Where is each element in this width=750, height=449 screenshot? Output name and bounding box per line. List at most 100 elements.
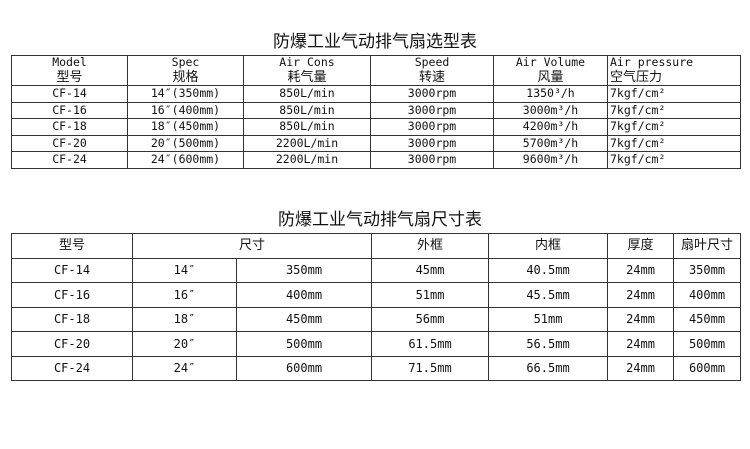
table-cell: 51mm bbox=[488, 306, 609, 332]
table-cell: 450mm bbox=[235, 306, 373, 332]
table-cell: 7kgf/cm² bbox=[607, 151, 741, 169]
table-cell: 3000rpm bbox=[370, 85, 494, 103]
table-cell: CF-18 bbox=[11, 306, 133, 332]
table-cell: 66.5mm bbox=[488, 355, 609, 381]
column-header: 空气压力 bbox=[607, 69, 741, 86]
header-row: Model Spec Air Cons Speed Air Volume Air pres… bbox=[11, 55, 741, 69]
table-cell: 850L/min bbox=[243, 101, 371, 119]
table-cell: CF-20 bbox=[11, 134, 128, 152]
table-cell: 45.5mm bbox=[488, 282, 609, 308]
column-header: Air Cons bbox=[243, 55, 371, 69]
table-cell: 850L/min bbox=[243, 118, 371, 136]
size-table: 型号 尺寸 外框 内框 厚度 扇叶尺寸 CF-14 14″ 350mm 45mm 40.5mm 24m… bbox=[11, 233, 742, 381]
column-header: 外框 bbox=[371, 233, 490, 259]
table-cell: 1350³/h bbox=[493, 85, 608, 103]
table-cell: 3000rpm bbox=[370, 151, 494, 169]
table-cell: 20″ bbox=[132, 331, 237, 357]
table-cell: CF-24 bbox=[11, 151, 128, 169]
header-row: 型号 尺寸 外框 内框 厚度 扇叶尺寸 bbox=[11, 233, 742, 259]
table-row: CF-16 16″ 400mm 51mm 45.5mm 24mm 400mm bbox=[11, 282, 742, 308]
table-cell: 16″(400mm) bbox=[127, 101, 244, 119]
table-cell: 5700m³/h bbox=[493, 134, 608, 152]
table-cell: 400mm bbox=[235, 282, 373, 308]
column-header: Spec bbox=[127, 55, 244, 69]
table-cell: 9600m³/h bbox=[493, 151, 608, 169]
table-cell: CF-20 bbox=[11, 331, 133, 357]
column-header: 尺寸 bbox=[131, 233, 373, 259]
column-header: 转速 bbox=[370, 69, 494, 86]
column-header: 耗气量 bbox=[243, 69, 371, 86]
table-row: CF-14 14″ 350mm 45mm 40.5mm 24mm 350mm bbox=[11, 257, 742, 283]
column-header: Speed bbox=[370, 55, 494, 69]
table-row: CF-16 16″(400mm) 850L/min 3000rpm 3000m³/h 7k… bbox=[11, 101, 741, 119]
table-cell: 24″(600mm) bbox=[127, 151, 244, 169]
table-cell: 3000rpm bbox=[370, 134, 494, 152]
table-cell: 24mm bbox=[607, 257, 675, 283]
table-cell: 61.5mm bbox=[371, 331, 490, 357]
table-cell: 3000rpm bbox=[370, 118, 494, 136]
table-cell: 2200L/min bbox=[243, 134, 371, 152]
table-row: CF-20 20″ 500mm 61.5mm 56.5mm 24mm 500mm bbox=[11, 331, 742, 357]
header-row: 型号 规格 耗气量 转速 风量 空气压力 bbox=[11, 69, 741, 86]
table-cell: 600mm bbox=[235, 355, 373, 381]
column-header: 风量 bbox=[493, 69, 608, 86]
table-cell: 600mm bbox=[673, 355, 742, 381]
table-cell: 40.5mm bbox=[488, 257, 609, 283]
column-header: 厚度 bbox=[607, 233, 675, 259]
table-row: CF-24 24″(600mm) 2200L/min 3000rpm 9600m³/h 7… bbox=[11, 151, 741, 169]
table-cell: 24mm bbox=[607, 331, 675, 357]
table-cell: 24″ bbox=[132, 355, 237, 381]
table-cell: 3000m³/h bbox=[493, 101, 608, 119]
table-cell: 18″(450mm) bbox=[127, 118, 244, 136]
table-cell: CF-18 bbox=[11, 118, 128, 136]
column-header: Air Volume bbox=[493, 55, 608, 69]
table-row: CF-18 18″(450mm) 850L/min 3000rpm 4200m³/h 7k… bbox=[11, 118, 741, 136]
column-header: Air pressure bbox=[607, 55, 741, 69]
size-table-title: 防爆工业气动排气扇尺寸表 bbox=[278, 210, 482, 230]
table-row: CF-20 20″(500mm) 2200L/min 3000rpm 5700m³/h 7… bbox=[11, 134, 741, 152]
column-header: 规格 bbox=[127, 69, 244, 86]
column-header: 型号 bbox=[11, 69, 128, 86]
table-cell: 16″ bbox=[132, 282, 237, 308]
column-header: 内框 bbox=[488, 233, 609, 259]
table-row: CF-24 24″ 600mm 71.5mm 66.5mm 24mm 600mm bbox=[11, 355, 742, 381]
table-cell: 500mm bbox=[235, 331, 373, 357]
table-cell: 56mm bbox=[371, 306, 490, 332]
table-row: CF-14 14″(350mm) 850L/min 3000rpm 1350³/h 7kg… bbox=[11, 85, 741, 103]
table-cell: CF-14 bbox=[11, 85, 128, 103]
table-cell: 45mm bbox=[371, 257, 490, 283]
table-cell: CF-14 bbox=[11, 257, 133, 283]
selection-table: Model Spec Air Cons Speed Air Volume Air pres… bbox=[11, 55, 741, 169]
selection-table-title: 防爆工业气动排气扇选型表 bbox=[273, 32, 477, 52]
table-cell: 7kgf/cm² bbox=[607, 85, 741, 103]
table-cell: 24mm bbox=[607, 306, 675, 332]
table-cell: 2200L/min bbox=[243, 151, 371, 169]
table-cell: 20″(500mm) bbox=[127, 134, 244, 152]
table-cell: 850L/min bbox=[243, 85, 371, 103]
table-cell: 350mm bbox=[673, 257, 742, 283]
table-cell: 7kgf/cm² bbox=[607, 101, 741, 119]
table-cell: 4200m³/h bbox=[493, 118, 608, 136]
table-cell: 56.5mm bbox=[488, 331, 609, 357]
table-cell: 7kgf/cm² bbox=[607, 118, 741, 136]
table-cell: 400mm bbox=[673, 282, 742, 308]
table-row: CF-18 18″ 450mm 56mm 51mm 24mm 450mm bbox=[11, 306, 742, 332]
table-cell: 7kgf/cm² bbox=[607, 134, 741, 152]
table-cell: 500mm bbox=[673, 331, 742, 357]
table-cell: 51mm bbox=[371, 282, 490, 308]
table-cell: CF-16 bbox=[11, 282, 133, 308]
table-cell: 71.5mm bbox=[371, 355, 490, 381]
table-cell: 14″ bbox=[132, 257, 237, 283]
table-cell: 24mm bbox=[607, 355, 675, 381]
table-cell: 3000rpm bbox=[370, 101, 494, 119]
table-cell: CF-16 bbox=[11, 101, 128, 119]
table-cell: 450mm bbox=[673, 306, 742, 332]
table-cell: 14″(350mm) bbox=[127, 85, 244, 103]
table-cell: 18″ bbox=[132, 306, 237, 332]
column-header: Model bbox=[11, 55, 128, 69]
table-cell: CF-24 bbox=[11, 355, 133, 381]
column-header: 型号 bbox=[11, 233, 133, 259]
table-cell: 24mm bbox=[607, 282, 675, 308]
table-cell: 350mm bbox=[235, 257, 373, 283]
column-header: 扇叶尺寸 bbox=[673, 233, 742, 259]
